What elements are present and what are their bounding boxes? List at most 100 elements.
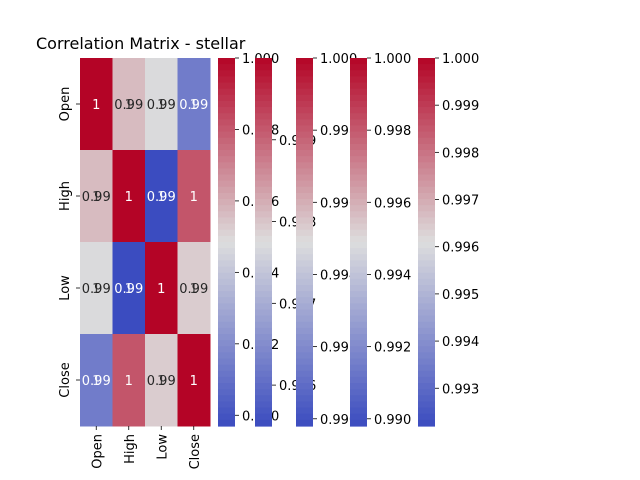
colorbar-segment xyxy=(350,186,367,194)
colorbar-segment xyxy=(218,199,235,206)
colorbar-segment xyxy=(418,168,435,176)
colorbar-segment xyxy=(218,76,235,84)
colorbar-segment xyxy=(218,223,235,231)
colorbar-segment xyxy=(350,100,367,108)
colorbar-segment xyxy=(296,370,313,378)
colorbar-segment xyxy=(418,364,435,372)
colorbar-segment xyxy=(296,137,313,145)
colorbar-tick-label: 0.996 xyxy=(374,196,411,211)
colorbar-segment xyxy=(418,260,435,268)
colorbar-segment xyxy=(296,389,313,396)
colorbar-segment xyxy=(255,211,272,219)
colorbar-segment xyxy=(296,217,313,225)
cell-annotation: 0.99 xyxy=(147,374,176,389)
colorbar-segment xyxy=(218,272,235,280)
colorbar-segment xyxy=(418,119,435,127)
heatmap-cell-high-close xyxy=(177,150,211,243)
colorbar-segment xyxy=(418,186,435,194)
colorbar-segment xyxy=(418,407,435,415)
colorbar-segment xyxy=(255,370,272,378)
colorbar-segment xyxy=(218,88,235,96)
colorbar-5: 0.993 0.994 0.995 0.996 0.997 0.998 0.999 1.000 xyxy=(418,52,479,427)
heatmap-cell-close-open xyxy=(80,334,113,427)
colorbar-segment xyxy=(255,186,272,194)
colorbar-segment xyxy=(255,248,272,255)
colorbar-segment xyxy=(350,297,367,304)
colorbar-segment xyxy=(296,76,313,84)
colorbar-segment xyxy=(255,254,272,261)
colorbar-segment xyxy=(350,254,367,261)
heatmap-cell-high-low xyxy=(145,150,178,243)
colorbar-segment xyxy=(255,291,272,298)
colorbar-segment xyxy=(218,364,235,372)
colorbar-segment xyxy=(418,100,435,108)
colorbar-segment xyxy=(350,235,367,243)
colorbar-segment xyxy=(350,340,367,347)
colorbar-segment xyxy=(418,137,435,145)
colorbar-segment xyxy=(418,88,435,96)
colorbar-segment xyxy=(255,413,272,421)
colorbar-segment xyxy=(218,334,235,341)
colorbar-tick-label: 0.997 xyxy=(442,194,479,209)
colorbar-segment xyxy=(296,162,313,169)
colorbar-segment xyxy=(296,242,313,249)
colorbar-segment xyxy=(255,395,272,403)
colorbar-segment xyxy=(418,346,435,353)
colorbar-segment xyxy=(296,192,313,200)
cell-annotation: 1 xyxy=(157,98,165,113)
colorbar-segment xyxy=(296,358,313,366)
colorbar-segment xyxy=(255,125,272,133)
colorbar-segment xyxy=(418,266,435,274)
colorbar-segment xyxy=(296,211,313,219)
heatmap-cell-close-close xyxy=(177,334,211,427)
colorbar-segment xyxy=(218,413,235,421)
heatmap-cell-low-high xyxy=(112,242,146,335)
colorbar-tick-label: 0.996 xyxy=(442,241,479,256)
colorbar-segment xyxy=(218,137,235,145)
colorbar-segment xyxy=(255,358,272,366)
colorbar-segment xyxy=(218,94,235,102)
cell-annotation: 1 xyxy=(92,190,100,205)
colorbar-segment xyxy=(255,82,272,90)
colorbar-segment xyxy=(418,211,435,219)
colorbar-tick-label: 0.990 xyxy=(374,413,411,428)
colorbar-segment xyxy=(255,297,272,304)
cell-annotation: 0.99 xyxy=(82,190,111,205)
colorbar-segment xyxy=(350,156,367,163)
colorbar-tick-label: 0.990 xyxy=(320,413,357,428)
colorbar-segment xyxy=(255,64,272,71)
colorbar-segment xyxy=(418,383,435,390)
colorbar-segment xyxy=(418,76,435,84)
colorbar-segment xyxy=(418,413,435,421)
colorbar-segment xyxy=(418,419,435,427)
colorbar-segment xyxy=(418,94,435,102)
cell-annotation: 1 xyxy=(157,282,165,297)
colorbar-segment xyxy=(218,254,235,261)
colorbar-segment xyxy=(255,113,272,120)
colorbar-segment xyxy=(218,205,235,212)
colorbar-segment xyxy=(255,94,272,102)
colorbar-segment xyxy=(418,235,435,243)
colorbar-segment xyxy=(350,94,367,102)
colorbar-segment xyxy=(218,376,235,384)
colorbar-segment xyxy=(218,260,235,268)
colorbar-segment xyxy=(350,419,367,427)
colorbar-segment xyxy=(218,131,235,139)
colorbar-segment xyxy=(418,352,435,360)
colorbar-segment xyxy=(350,88,367,96)
colorbar-segment xyxy=(296,88,313,96)
colorbar-segment xyxy=(350,291,367,298)
row-tick-label: Close xyxy=(58,362,73,397)
colorbar-segment xyxy=(350,321,367,329)
cell-annotation: 1 xyxy=(190,374,198,389)
colorbar-segment xyxy=(255,70,272,77)
colorbar-segment xyxy=(218,168,235,176)
colorbar-segment xyxy=(218,327,235,335)
colorbar-segment xyxy=(418,389,435,396)
colorbar-segment xyxy=(418,272,435,280)
colorbar-tick-label: 0.998 xyxy=(374,124,411,139)
colorbar-segment xyxy=(350,58,367,65)
colorbar-segment xyxy=(255,407,272,415)
cell-annotation: 0.99 xyxy=(179,282,208,297)
